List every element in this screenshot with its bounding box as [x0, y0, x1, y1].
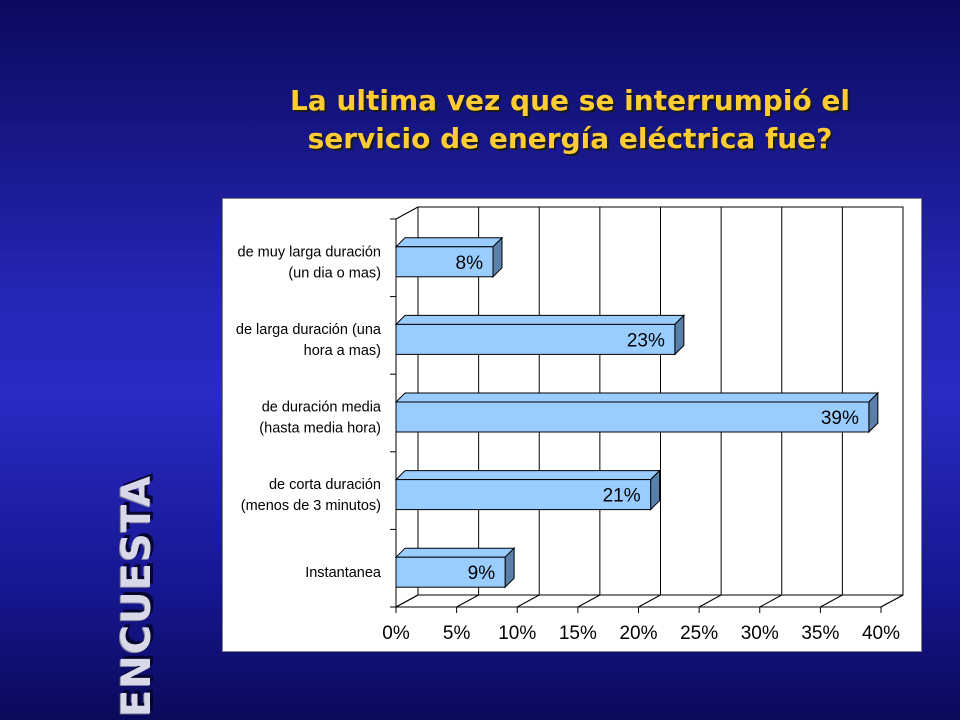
bar-top-face — [394, 237, 504, 248]
x-gridline-floor — [577, 594, 601, 608]
encuesta-side-label: ENCUESTA — [114, 475, 160, 717]
bar-top-face — [394, 314, 686, 325]
bar-data-label: 39% — [821, 408, 859, 429]
x-gridline-floor — [880, 594, 904, 608]
x-tick-label: 15% — [559, 623, 597, 644]
x-tick-label: 25% — [680, 623, 718, 644]
x-gridline-floor — [517, 594, 540, 608]
x-gridline-floor — [820, 594, 843, 608]
x-gridline-floor — [698, 594, 722, 608]
bar-top-face — [394, 470, 661, 481]
category-label: (menos de 3 minutos) — [241, 498, 381, 514]
x-gridline-floor — [395, 594, 419, 608]
x-tick-label: 0% — [382, 623, 410, 644]
category-label: Instantanea — [305, 565, 382, 581]
title-line-2: servicio de energía eléctrica fue? — [307, 122, 833, 155]
x-tick-label: 30% — [741, 623, 779, 644]
category-label: (hasta media hora) — [259, 421, 381, 437]
category-label: hora a mas) — [304, 343, 381, 359]
title-line-1: La ultima vez que se interrumpió el — [289, 84, 851, 117]
bar — [395, 556, 506, 588]
bar-data-label: 9% — [468, 563, 496, 584]
bar-data-label: 21% — [603, 486, 641, 507]
x-gridline-floor — [638, 594, 661, 608]
category-label: (un dia o mas) — [288, 265, 381, 281]
bar-chart: 0% 5% 10% 15% 20% 25% 30% 35% 40% 8% de muy larga … — [236, 206, 904, 644]
bar — [395, 401, 870, 433]
bar — [395, 479, 652, 511]
bar-top-face — [394, 547, 516, 558]
x-tick-label: 40% — [862, 623, 900, 644]
category-label: de muy larga duración — [238, 244, 381, 260]
x-tick-label: 20% — [619, 623, 657, 644]
x-tick-label: 35% — [801, 623, 839, 644]
category-label: de corta duración — [269, 477, 381, 493]
chart-title: La ultima vez que se interrumpió el serv… — [250, 82, 890, 158]
x-tick-label: 10% — [498, 623, 536, 644]
bar-data-label: 8% — [456, 253, 484, 274]
category-label: de larga duración (una — [236, 322, 382, 338]
category-label: de duración media — [262, 400, 382, 416]
x-gridline-floor — [759, 594, 782, 608]
chart-area: 0% 5% 10% 15% 20% 25% 30% 35% 40% 8% de muy larga … — [222, 198, 922, 652]
x-tick-label: 5% — [443, 623, 471, 644]
bar — [395, 246, 494, 278]
bar — [395, 323, 676, 355]
bar-data-label: 23% — [627, 330, 665, 351]
x-gridline-floor — [456, 594, 479, 608]
chart-side-wall-edge — [395, 206, 419, 220]
bar-top-face — [394, 392, 880, 403]
